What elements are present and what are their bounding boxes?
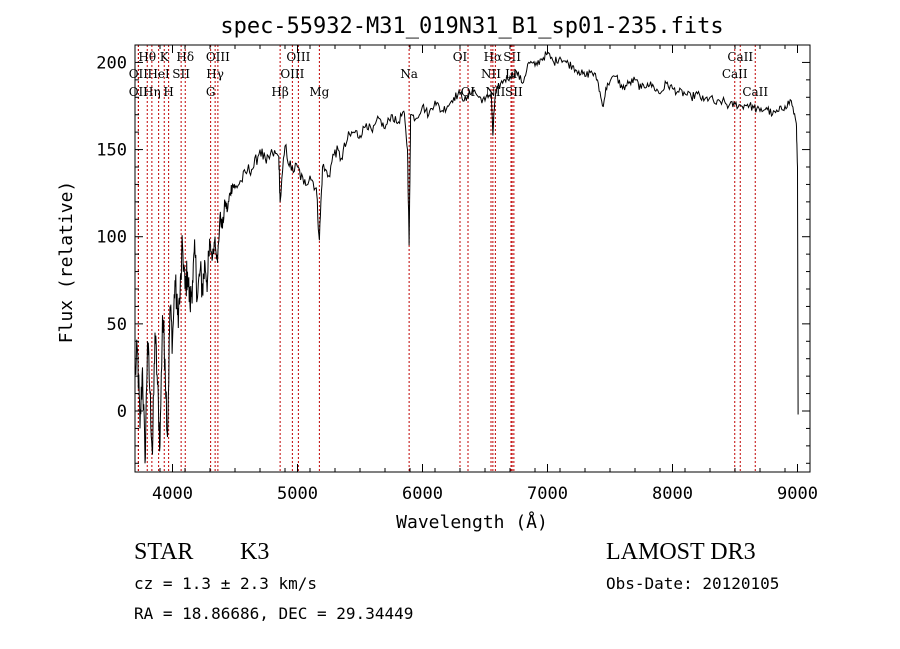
spectral-line-label: Hδ — [176, 50, 194, 64]
spectral-line-label: CaII — [742, 85, 768, 99]
spectral-line-label: OIII — [286, 50, 310, 64]
plot-frame — [134, 44, 811, 473]
y-tick-label: 50 — [107, 315, 127, 335]
x-tick-label: 8000 — [652, 484, 693, 504]
spectral-line-label: Hβ — [271, 85, 288, 99]
class-label: STAR — [134, 539, 194, 565]
chart-title: spec-55932-M31_019N31_B1_sp01-235.fits — [220, 14, 723, 39]
spectral-line-label: NII — [481, 67, 501, 81]
x-tick-label: 7000 — [527, 484, 568, 504]
spectral-line-label: OIII — [206, 50, 230, 64]
y-axis: 0 50 100 150 200 — [96, 44, 810, 464]
redshift-readout: cz = 1.3 ± 2.3 km/s — [134, 574, 318, 593]
spectral-line-label: OII — [129, 85, 149, 99]
spectral-line-label: G — [206, 85, 216, 99]
spectral-line-label: CaII — [727, 50, 753, 64]
spectral-line-label: Li — [505, 67, 517, 81]
spectral-line-label: OIII — [280, 67, 304, 81]
spectral-line-label: OI — [461, 85, 476, 99]
spectral-line-label: OI — [453, 50, 468, 64]
spectral-line-label: Hθ — [138, 50, 156, 64]
spectral-line-label: SII — [503, 50, 521, 64]
y-tick-label: 100 — [96, 228, 127, 248]
x-tick-label: 6000 — [402, 484, 443, 504]
x-axis: 4000 5000 6000 7000 8000 9000 — [134, 45, 818, 504]
x-axis-label: Wavelength (Å) — [396, 511, 548, 533]
spectral-line-label: CaII — [722, 67, 748, 81]
obs-date-readout: Obs-Date: 20120105 — [606, 574, 780, 593]
spectral-line-label: SII — [505, 85, 523, 99]
spectral-line-label: Hγ — [206, 67, 224, 81]
y-axis-label: Flux (relative) — [56, 181, 77, 344]
spectral-line-label: HeI — [147, 67, 170, 81]
spectral-line-label: H — [163, 85, 173, 99]
spectral-line-label: Hη — [143, 85, 161, 99]
y-tick-label: 0 — [117, 402, 127, 422]
x-tick-label: 9000 — [777, 484, 818, 504]
x-tick-label: 5000 — [277, 484, 318, 504]
x-tick-label: 4000 — [152, 484, 193, 504]
subclass-label: K3 — [240, 539, 270, 565]
y-tick-label: 200 — [96, 53, 127, 73]
spectral-line-label: SII — [172, 67, 190, 81]
spectral-line-label: Mg — [309, 85, 329, 99]
y-tick-label: 150 — [96, 141, 127, 161]
spectral-line-label: Hα — [484, 50, 503, 64]
series-layer — [134, 51, 799, 464]
spectral-line-label: K — [160, 50, 170, 64]
spectral-line-label: Na — [400, 67, 418, 81]
coordinates-readout: RA = 18.86686, DEC = 29.34449 — [134, 604, 414, 623]
survey-label: LAMOST DR3 — [606, 539, 756, 565]
spectrum-series-line — [134, 51, 799, 464]
